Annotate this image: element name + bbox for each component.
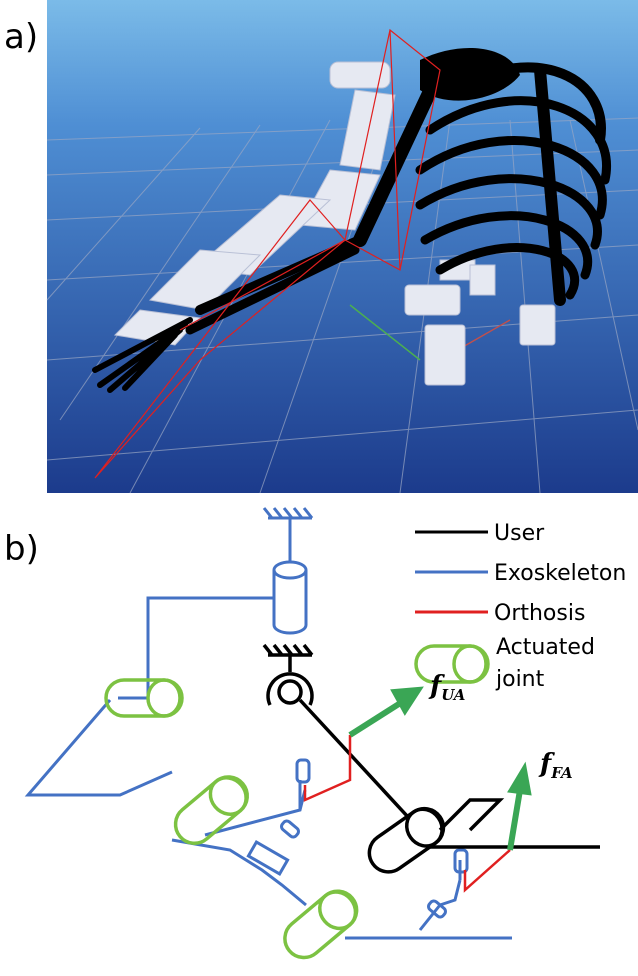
actuated-joint-part-part — [312, 885, 362, 936]
orthosis-part — [465, 850, 510, 890]
user-part — [268, 674, 312, 705]
legend-part — [454, 646, 486, 682]
actuated-joint-part — [148, 680, 180, 716]
legend-label: User — [494, 521, 545, 546]
user-part — [264, 645, 312, 655]
exoskeleton-part — [264, 508, 312, 518]
force-arrow-part — [512, 770, 528, 792]
legend: User Exoskeleton Orthosis Actuated joint — [415, 521, 626, 692]
panel-label: a) — [4, 17, 38, 57]
force-label: fFA — [538, 749, 573, 782]
user-part — [279, 681, 301, 703]
legend-label: Actuated — [496, 635, 595, 660]
actuated-joint — [106, 680, 364, 965]
user-part — [300, 700, 420, 830]
actuated-joint-part-part — [203, 770, 253, 821]
legend-label: joint — [495, 667, 545, 692]
render-panel-part-part — [425, 325, 465, 385]
render-panel-part-part — [470, 265, 495, 295]
actuated-joint-part — [277, 883, 364, 965]
legend-label: Exoskeleton — [494, 561, 626, 586]
exoskeleton-part — [280, 819, 300, 838]
force-arrow-part — [350, 702, 402, 735]
actuated-joint-part — [168, 769, 255, 851]
force-arrow-part — [510, 790, 520, 850]
exoskeleton-part — [118, 598, 274, 698]
exoskeleton-part — [420, 860, 460, 930]
exoskeleton-part — [248, 842, 287, 874]
exoskeleton-part — [274, 562, 306, 578]
force-subscript: FA — [550, 764, 572, 782]
render-panel — [47, 0, 638, 493]
page: a) — [0, 0, 638, 972]
orthosis — [305, 735, 510, 890]
force-subscript: UA — [441, 686, 465, 704]
panel-label: b) — [4, 529, 39, 569]
figure: a) — [0, 0, 638, 972]
render-panel-part-part — [520, 305, 555, 345]
legend-part — [416, 646, 488, 682]
legend-label: Orthosis — [494, 601, 585, 626]
exoskeleton-part — [172, 840, 306, 905]
render-panel-part-part — [330, 62, 390, 88]
render-panel-part-part — [405, 285, 460, 315]
exoskeleton-part — [297, 760, 309, 782]
